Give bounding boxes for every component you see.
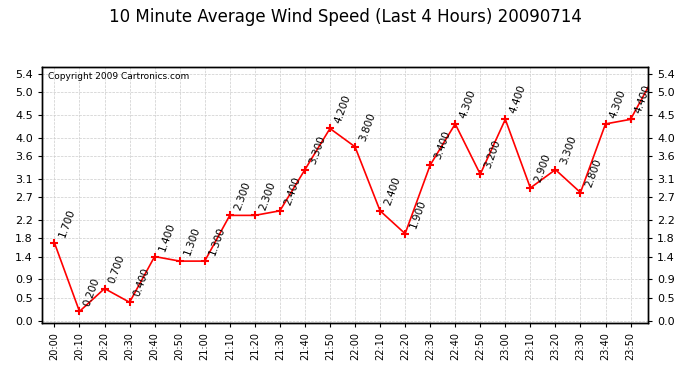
Text: Copyright 2009 Cartronics.com: Copyright 2009 Cartronics.com (48, 72, 189, 81)
Text: 2.800: 2.800 (583, 157, 603, 188)
Text: 4.300: 4.300 (458, 88, 477, 120)
Text: 1.300: 1.300 (182, 226, 202, 257)
Text: 2.300: 2.300 (233, 180, 252, 211)
Text: 3.800: 3.800 (358, 111, 377, 142)
Text: 2.400: 2.400 (383, 176, 402, 207)
Text: 4.300: 4.300 (609, 88, 628, 120)
Text: 5.400: 5.400 (0, 374, 1, 375)
Text: 4.400: 4.400 (633, 84, 653, 115)
Text: 0.700: 0.700 (108, 253, 127, 284)
Text: 3.400: 3.400 (433, 130, 453, 161)
Text: 1.300: 1.300 (208, 226, 227, 257)
Text: 10 Minute Average Wind Speed (Last 4 Hours) 20090714: 10 Minute Average Wind Speed (Last 4 Hou… (108, 8, 582, 26)
Text: 4.400: 4.400 (508, 84, 528, 115)
Text: 3.300: 3.300 (308, 134, 327, 165)
Text: 1.700: 1.700 (57, 207, 77, 238)
Text: 0.400: 0.400 (132, 267, 152, 298)
Text: 2.400: 2.400 (283, 176, 302, 207)
Text: 1.900: 1.900 (408, 198, 427, 230)
Text: 1.400: 1.400 (157, 221, 177, 252)
Text: 3.300: 3.300 (558, 134, 578, 165)
Text: 0.200: 0.200 (82, 276, 101, 307)
Text: 3.200: 3.200 (483, 139, 502, 170)
Text: 2.900: 2.900 (533, 153, 553, 184)
Text: 2.300: 2.300 (257, 180, 277, 211)
Text: 4.200: 4.200 (333, 93, 353, 124)
